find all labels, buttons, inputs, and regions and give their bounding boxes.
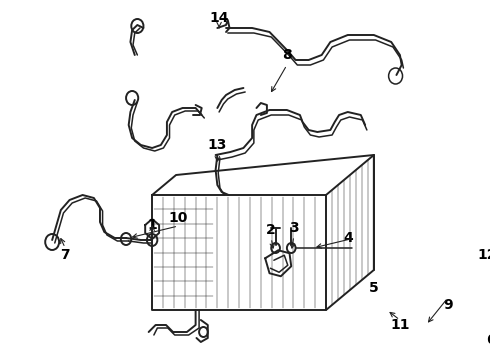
Text: 7: 7	[60, 248, 70, 262]
Text: 2: 2	[267, 223, 276, 237]
Text: 4: 4	[343, 231, 353, 245]
Text: 1: 1	[147, 218, 157, 232]
Text: 6: 6	[487, 333, 490, 347]
Text: 3: 3	[289, 221, 299, 235]
Text: 11: 11	[390, 318, 410, 332]
Text: 9: 9	[443, 298, 453, 312]
Text: 13: 13	[208, 138, 227, 152]
Text: 12: 12	[477, 248, 490, 262]
Text: 5: 5	[369, 281, 379, 295]
Text: 10: 10	[169, 211, 188, 225]
Text: 8: 8	[282, 48, 292, 62]
Text: 14: 14	[209, 11, 229, 25]
